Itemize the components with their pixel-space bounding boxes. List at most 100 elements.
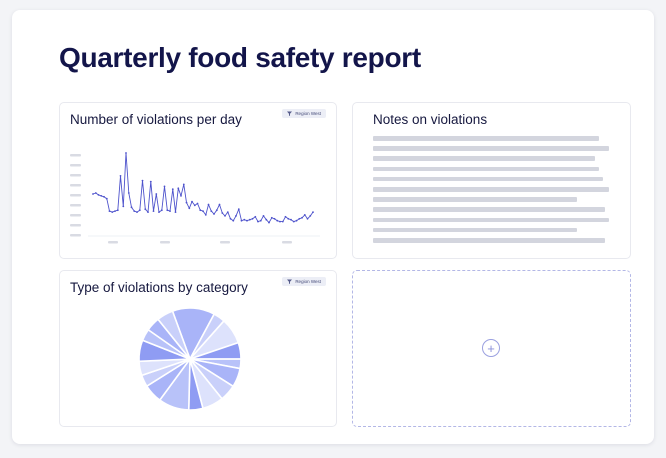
violations-data-point	[182, 183, 185, 186]
violations-data-point	[174, 211, 177, 213]
violations-data-point	[309, 215, 312, 217]
violations-data-point	[114, 210, 116, 212]
violations-data-point	[224, 215, 226, 217]
violations-by-category-card[interactable]: Type of violations by category Region We…	[59, 270, 337, 427]
violations-data-point	[169, 210, 171, 212]
violations-data-point	[298, 217, 301, 220]
notes-line-placeholder	[373, 217, 609, 223]
violations-data-point	[199, 209, 202, 212]
violations-data-point	[133, 210, 136, 212]
violations-data-point	[218, 203, 221, 206]
violations-line-chart	[70, 152, 320, 244]
y-tick-label-placeholder	[70, 214, 81, 217]
y-tick-label-placeholder	[70, 174, 81, 177]
region-filter-badge[interactable]: Region West	[282, 109, 326, 118]
violations-data-point	[312, 211, 314, 213]
violations-data-point	[268, 221, 270, 224]
violations-per-day-card[interactable]: Number of violations per day Region West	[59, 102, 337, 259]
violations-data-point	[213, 213, 215, 215]
violations-data-point	[215, 209, 218, 212]
notes-line-placeholder	[373, 146, 609, 151]
violations-data-point	[147, 211, 149, 213]
violations-data-point	[306, 217, 309, 220]
violations-data-point	[149, 180, 152, 183]
notes-line-placeholder	[373, 227, 577, 233]
violations-data-point	[248, 218, 251, 221]
violations-data-point	[270, 216, 273, 219]
violations-data-point	[235, 215, 237, 217]
y-tick-label-placeholder	[70, 164, 81, 167]
violations-data-point	[193, 204, 196, 207]
violations-data-point	[92, 193, 94, 195]
violations-data-point	[100, 195, 103, 197]
notes-line-placeholder	[373, 176, 603, 182]
notes-line-placeholder	[373, 238, 605, 243]
violations-data-point	[276, 219, 279, 222]
notes-line-placeholder	[373, 207, 605, 212]
violations-data-point	[130, 206, 133, 209]
y-tick-label-placeholder	[70, 224, 81, 227]
violations-data-point	[141, 179, 144, 182]
violations-data-point	[136, 211, 138, 213]
violations-data-point	[116, 209, 119, 212]
violations-data-point	[180, 195, 182, 197]
violations-data-point	[251, 217, 254, 220]
violations-data-point	[119, 175, 122, 177]
violations-data-point	[207, 203, 210, 206]
violations-data-point	[243, 218, 246, 221]
violations-data-point	[152, 210, 155, 212]
violations-data-point	[125, 152, 127, 154]
violations-series-line	[92, 152, 314, 224]
violations-data-point	[284, 215, 287, 218]
violations-data-point	[265, 218, 268, 221]
violations-data-point	[262, 215, 265, 217]
violations-data-point	[158, 211, 160, 213]
violations-data-point	[155, 193, 158, 195]
violations-data-point	[281, 220, 284, 223]
notes-line-placeholder	[373, 187, 609, 192]
x-tick-label-placeholder	[160, 241, 170, 244]
notes-card[interactable]: Notes on violations	[352, 102, 631, 259]
violations-data-point	[185, 201, 188, 204]
category-chart-title: Type of violations by category	[70, 280, 248, 295]
violations-data-point	[287, 217, 290, 220]
violations-data-point	[290, 218, 292, 221]
region-filter-label: Region West	[295, 111, 321, 116]
notes-title: Notes on violations	[373, 112, 488, 127]
filter-icon	[287, 279, 293, 284]
violations-data-point	[160, 209, 163, 212]
violations-data-point	[232, 219, 235, 222]
y-tick-label-placeholder	[70, 184, 81, 187]
violations-data-point	[237, 208, 240, 211]
violations-data-point	[301, 216, 303, 219]
category-pie-chart	[138, 307, 242, 411]
y-tick-label-placeholder	[70, 204, 81, 207]
violations-data-point	[303, 214, 306, 216]
region-filter-label: Region West	[295, 279, 321, 284]
violations-data-point	[103, 195, 105, 198]
violations-data-point	[259, 219, 262, 222]
violations-data-point	[292, 220, 295, 223]
add-widget-button[interactable]: +	[482, 339, 500, 357]
violations-data-point	[111, 211, 114, 213]
violations-data-point	[279, 220, 281, 223]
violations-data-point	[144, 208, 147, 211]
violations-data-point	[226, 211, 229, 213]
filter-icon	[287, 111, 293, 116]
violations-data-point	[188, 207, 191, 210]
violations-data-point	[246, 219, 248, 222]
x-tick-label-placeholder	[108, 241, 118, 244]
violations-data-point	[127, 192, 130, 194]
violations-data-point	[94, 192, 97, 194]
x-tick-label-placeholder	[282, 241, 292, 244]
violations-data-point	[221, 212, 224, 214]
add-widget-slot[interactable]: +	[352, 270, 631, 427]
y-tick-label-placeholder	[70, 234, 81, 237]
violations-data-point	[122, 205, 125, 208]
violations-data-point	[202, 210, 204, 212]
region-filter-badge[interactable]: Region West	[282, 277, 326, 286]
violations-data-point	[254, 215, 257, 218]
violations-data-point	[196, 202, 199, 205]
violations-data-point	[177, 187, 180, 190]
dashboard-board: Quarterly food safety report Number of v…	[12, 10, 654, 444]
